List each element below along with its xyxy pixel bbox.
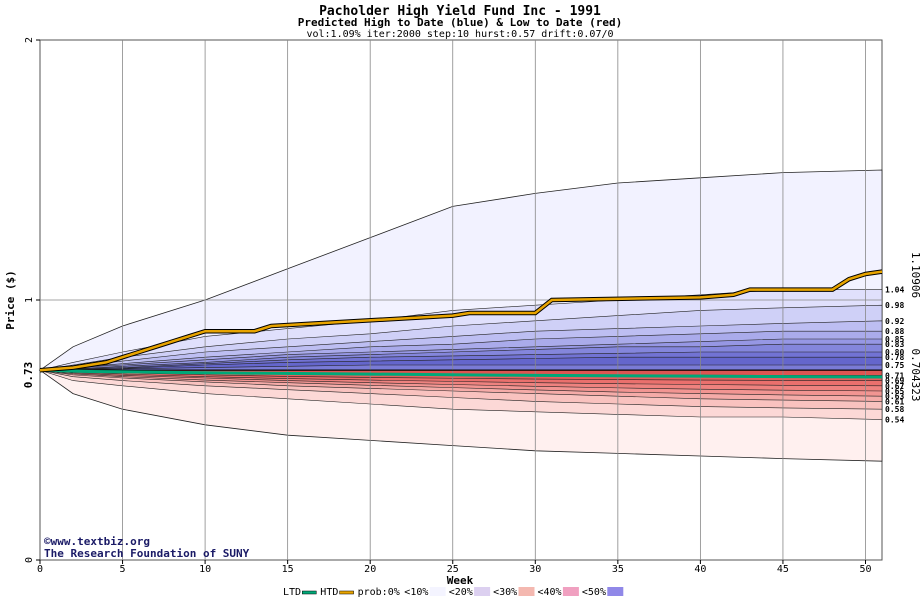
- htd-line: [39, 270, 883, 372]
- band-end-label: 0.75: [885, 361, 904, 370]
- x-tick-label: 30: [529, 564, 541, 575]
- band-end-label: 0.83: [885, 340, 904, 349]
- htd-end-label: 1.10906: [909, 252, 920, 298]
- x-axis-label: Week: [447, 574, 474, 587]
- legend-label: LTD: [283, 587, 301, 598]
- band-end-label: 0.78: [885, 353, 904, 362]
- chart-params: vol:1.09% iter:2000 step:10 hurst:0.57 d…: [306, 29, 613, 40]
- legend-label: <40%: [538, 587, 562, 598]
- band-end-label: 0.65: [885, 387, 904, 396]
- band-end-label: 0.58: [885, 405, 904, 414]
- band-end-label: 0.71: [885, 371, 904, 380]
- credit-org: The Research Foundation of SUNY: [44, 547, 250, 560]
- x-tick-label: 5: [120, 564, 126, 575]
- band-end-label: 0.63: [885, 392, 904, 401]
- x-tick-label: 20: [364, 564, 376, 575]
- legend-label: <50%: [582, 587, 606, 598]
- x-tick-labels: 0 5 10 15 20 25 30 35 40 45 50: [37, 564, 872, 575]
- band-end-label: 1.04: [885, 286, 904, 295]
- start-price-label: 0.73: [22, 362, 35, 389]
- band-end-label: 0.54: [885, 416, 904, 425]
- credit-site: ©www.textbiz.org: [44, 535, 150, 548]
- legend-label: prob:0%: [358, 587, 400, 598]
- legend-line-swatch: [302, 590, 317, 595]
- band-end-label: 0.69: [885, 377, 904, 386]
- x-tick-label: 15: [282, 564, 294, 575]
- x-tick-label: 0: [37, 564, 43, 575]
- chart-title: Pacholder High Yield Fund Inc - 1991: [319, 4, 601, 19]
- legend-color-swatch: [518, 587, 535, 596]
- y-tick-labels: 0 1 2: [24, 37, 35, 563]
- grid-lines: [36, 39, 882, 564]
- band-end-label: 0.80: [885, 348, 904, 357]
- x-tick-label: 45: [777, 564, 789, 575]
- band-end-label: 0.98: [885, 301, 904, 310]
- x-tick-label: 10: [199, 564, 211, 575]
- y-tick-label: 1: [24, 297, 35, 303]
- x-tick-label: 35: [612, 564, 624, 575]
- band-end-label: 0.92: [885, 317, 904, 326]
- probability-bands: [38, 169, 883, 462]
- legend-color-swatch: [474, 587, 491, 596]
- legend-label: <20%: [449, 587, 473, 598]
- legend-label: HTD: [320, 587, 338, 598]
- legend-label: <30%: [493, 587, 517, 598]
- band-end-label: 0.85: [885, 335, 904, 344]
- legend-label: <10%: [404, 587, 428, 598]
- ltd-line: [39, 368, 883, 379]
- legend-color-swatch: [429, 587, 446, 596]
- band-end-label: 0.61: [885, 397, 904, 406]
- band-end-labels: 1.04 0.98 0.920.880.850.830.800.780.75 0.54…: [885, 286, 904, 425]
- ltd-end-label: 0.704323: [909, 349, 920, 402]
- y-axis-label: Price ($): [4, 270, 17, 330]
- x-tick-label: 25: [447, 564, 459, 575]
- band-end-label: 0.67: [885, 382, 904, 391]
- x-tick-label: 50: [859, 564, 871, 575]
- band-end-label: 0.88: [885, 327, 904, 336]
- x-tick-label: 40: [694, 564, 706, 575]
- legend: LTD HTD prob:0% <10% <20% <30% <40% <50%: [283, 587, 624, 598]
- price-lines: [39, 269, 883, 379]
- legend-color-swatch: [562, 587, 579, 596]
- y-tick-label: 0: [24, 557, 35, 563]
- y-tick-label: 2: [24, 37, 35, 43]
- legend-line-swatch: [339, 590, 354, 595]
- chart-subtitle: Predicted High to Date (blue) & Low to D…: [298, 16, 623, 29]
- legend-color-swatch: [607, 587, 624, 596]
